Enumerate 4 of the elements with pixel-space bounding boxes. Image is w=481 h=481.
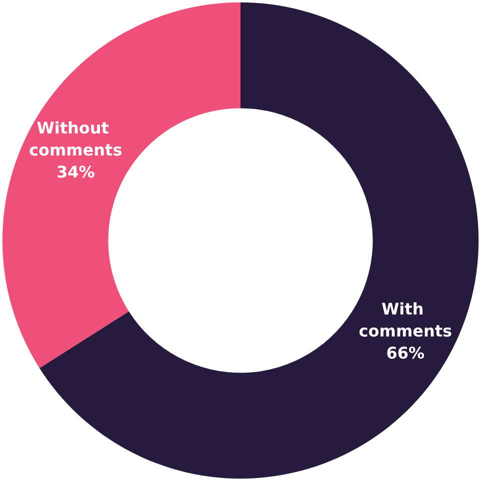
slice-label: Without comments [28, 118, 122, 160]
data-label: 34% [56, 162, 95, 182]
slice-label: With comments [358, 300, 452, 341]
data-label: 66% [386, 344, 425, 363]
